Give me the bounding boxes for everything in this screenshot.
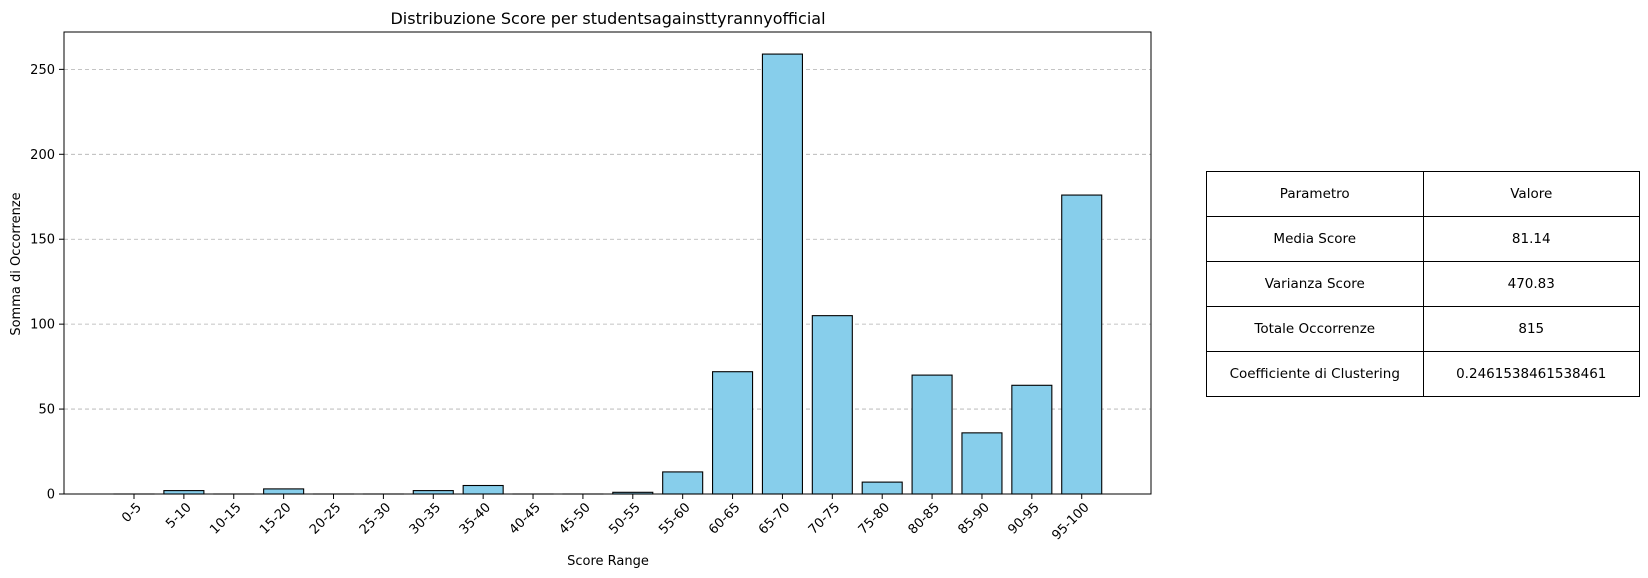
value-cell: 470.83: [1422, 261, 1640, 307]
plot-frame: [63, 31, 1152, 495]
param-cell: Varianza Score: [1206, 261, 1424, 307]
table-header-row: Parametro Valore: [1206, 171, 1640, 217]
x-tick-label: 90-95: [1005, 500, 1042, 537]
x-tick-label: 10-15: [207, 500, 244, 537]
bar: [412, 490, 454, 495]
chart-title: Distribuzione Score per studentsagainstt…: [390, 9, 825, 28]
bar: [761, 53, 803, 495]
bar: [911, 374, 953, 495]
bar: [861, 481, 903, 495]
y-tick-label: 250: [30, 63, 55, 78]
x-tick-label: 55-60: [656, 500, 693, 537]
y-axis-label: Somma di Occorrenze: [9, 192, 24, 335]
bar: [163, 490, 205, 495]
bar: [961, 432, 1003, 495]
x-tick-label: 0-5: [119, 500, 145, 526]
value-cell: 0.2461538461538461: [1422, 351, 1640, 397]
x-tick-label: 95-100: [1049, 500, 1092, 543]
y-tick-label: 200: [30, 148, 55, 163]
x-tick-label: 80-85: [906, 500, 943, 537]
value-cell: 815: [1422, 306, 1640, 352]
y-tick-label: 50: [38, 403, 55, 418]
x-axis-ticks: 0-5 5-10 10-15 15-20 20-25 25-30 30-35 35-40 40-…: [119, 494, 1093, 543]
param-cell: Totale Occorrenze: [1206, 306, 1424, 352]
x-tick-label: 85-90: [955, 500, 992, 537]
y-tick-label: 0: [47, 488, 55, 503]
value-cell: 81.14: [1422, 216, 1640, 262]
bar: [1061, 194, 1103, 495]
table-row: Coefficiente di Clustering 0.246153846153…: [1206, 351, 1640, 397]
bar: [811, 315, 853, 495]
x-tick-label: 75-80: [856, 500, 893, 537]
x-tick-label: 35-40: [457, 500, 494, 537]
bar: [462, 484, 504, 495]
param-cell: Media Score: [1206, 216, 1424, 262]
grid-lines: [64, 68, 1151, 410]
x-tick-label: 30-35: [407, 500, 444, 537]
x-tick-label: 50-55: [606, 500, 643, 537]
y-axis-ticks: 0 50 100 150 200 250: [30, 63, 64, 503]
x-tick-label: 20-25: [307, 500, 344, 537]
bar: [662, 471, 704, 495]
y-tick-label: 150: [30, 233, 55, 248]
x-tick-label: 45-50: [556, 500, 593, 537]
y-tick-label: 100: [30, 318, 55, 333]
x-axis-label: Score Range: [567, 554, 649, 569]
x-tick-label: 70-75: [806, 500, 843, 537]
bar: [712, 371, 754, 495]
bars: [113, 53, 1103, 495]
table-row: Totale Occorrenze 815: [1206, 306, 1640, 352]
x-tick-label: 65-70: [756, 500, 793, 537]
bar: [1011, 384, 1053, 495]
x-tick-label: 40-45: [507, 500, 544, 537]
stats-table: Parametro Valore Media Score 81.14 Varianza …: [1206, 171, 1640, 397]
x-tick-label: 60-65: [706, 500, 743, 537]
param-cell: Coefficiente di Clustering: [1206, 351, 1424, 397]
x-tick-label: 25-30: [357, 500, 394, 537]
value-cell: Valore: [1422, 171, 1640, 217]
table-row: Varianza Score 470.83: [1206, 261, 1640, 307]
bar: [263, 488, 305, 495]
x-tick-label: 5-10: [163, 500, 194, 531]
param-cell: Parametro: [1206, 171, 1424, 217]
x-tick-label: 15-20: [257, 500, 294, 537]
table-row: Media Score 81.14: [1206, 216, 1640, 262]
